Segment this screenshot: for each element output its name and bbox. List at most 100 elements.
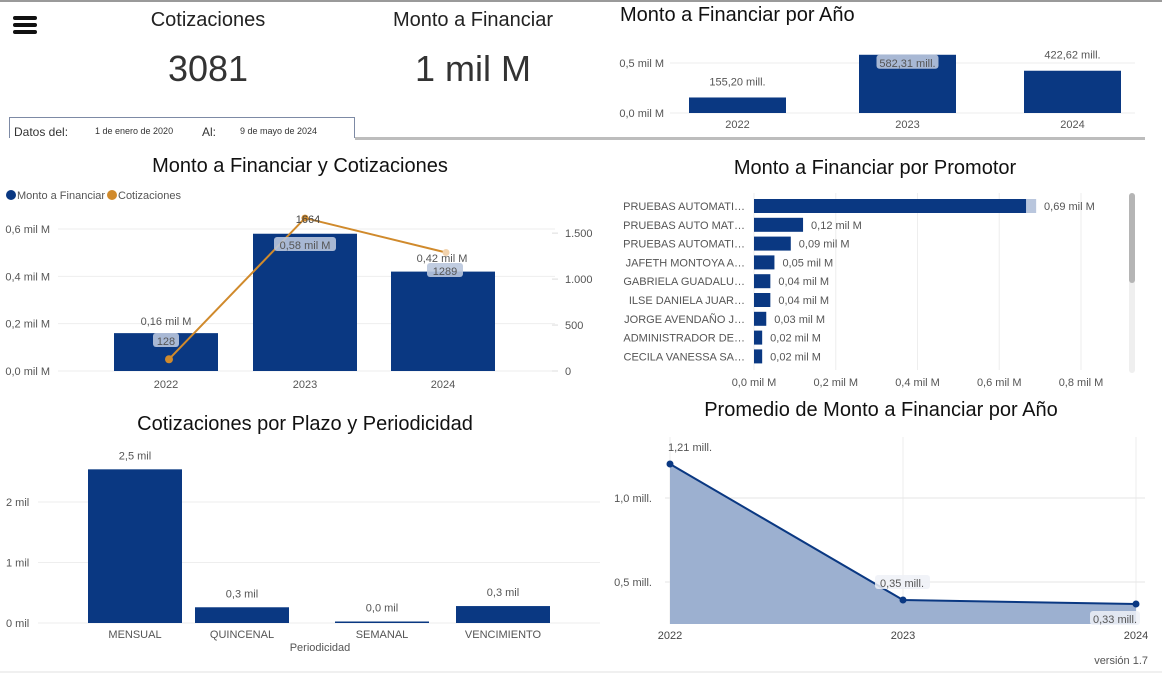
bar-highlight xyxy=(1026,199,1037,213)
line-point xyxy=(165,355,173,364)
bar xyxy=(754,236,791,251)
y-tick-label-left: 0,6 mil M xyxy=(5,224,50,236)
data-label: 422,62 mill. xyxy=(1044,50,1100,62)
bar xyxy=(253,233,357,371)
bar xyxy=(391,271,495,371)
bar-data-label: 0,42 mil M xyxy=(417,253,468,265)
line-point xyxy=(442,249,450,257)
chart-monto-por-promotor: 0,0 mil M 0,2 mil M 0,4 mil M 0,6 mil M 0,8 … xyxy=(623,193,1135,389)
data-label: 0,04 mil M xyxy=(778,295,829,307)
legend-marker-cotizaciones xyxy=(107,190,117,200)
data-label-bg xyxy=(875,575,930,589)
chart-title-monto-por-anio: Monto a Financiar por Año xyxy=(620,4,855,26)
data-label: 0,12 mil M xyxy=(811,220,862,232)
bottom-border xyxy=(0,671,1162,673)
data-label: 155,20 mill. xyxy=(709,76,765,88)
data-label-bg xyxy=(876,54,939,69)
bar xyxy=(1024,70,1121,113)
header-separator xyxy=(355,137,1145,140)
x-tick-label: 2024 xyxy=(1124,630,1148,642)
x-tick-label: 2022 xyxy=(154,379,178,391)
data-label-bg xyxy=(1090,611,1140,625)
kpi-cotizaciones-value: 3081 xyxy=(167,48,249,89)
area-point xyxy=(899,596,907,604)
kpi-cotizaciones-title: Cotizaciones xyxy=(150,9,266,31)
chart-title-promedio-por-anio: Promedio de Monto a Financiar por Año xyxy=(704,399,1058,421)
data-label: 0,02 mil M xyxy=(770,333,821,345)
y-tick-label: 0,5 mill. xyxy=(614,577,652,589)
date-from-value[interactable]: 1 de enero de 2020 xyxy=(95,126,174,136)
bar xyxy=(335,621,429,623)
data-label: 0,04 mil M xyxy=(778,276,829,288)
category-label: PRUEBAS AUTOMATI… xyxy=(623,201,745,213)
chart-monto-y-cotizaciones: Monto a Financiar Cotizaciones 0,0 mil M 0,… xyxy=(5,190,593,391)
data-label: 0,35 mill. xyxy=(880,578,924,590)
bar xyxy=(754,255,775,270)
kpi-monto-value: 1 mil M xyxy=(415,48,531,89)
category-label: JAFETH MONTOYA A… xyxy=(626,257,745,269)
x-tick-label: 0,8 mil M xyxy=(1059,377,1104,389)
bar xyxy=(754,217,804,232)
hamburger-menu-icon[interactable] xyxy=(13,16,37,36)
line-data-label: 128 xyxy=(157,336,175,348)
data-label: 2,5 mil xyxy=(119,450,151,462)
legend-label-monto: Monto a Financiar xyxy=(17,190,105,202)
x-axis-title: Periodicidad xyxy=(290,642,351,654)
bar xyxy=(754,199,1037,213)
y-tick-label-right: 1.000 xyxy=(565,274,593,286)
date-to-value[interactable]: 9 de mayo de 2024 xyxy=(240,126,318,136)
bar xyxy=(195,607,289,623)
x-tick-label: 0,4 mil M xyxy=(895,377,940,389)
y-tick-label: 1 mil xyxy=(6,558,29,570)
legend-marker-monto xyxy=(6,190,16,200)
x-tick-label: 2022 xyxy=(725,119,749,131)
line-data-label: 1664 xyxy=(296,214,320,226)
y-tick-label: 0,0 mil M xyxy=(619,108,664,120)
x-tick-label: 2024 xyxy=(431,379,455,391)
data-label: 1,21 mill. xyxy=(668,442,712,454)
x-tick-label: 0,0 mil M xyxy=(732,377,777,389)
legend-label-cotizaciones: Cotizaciones xyxy=(118,190,181,202)
category-label: ADMINISTRADOR DE… xyxy=(623,333,745,345)
x-tick-label: 2023 xyxy=(895,119,919,131)
data-label: 0,0 mil xyxy=(366,603,398,615)
x-tick-label: 2024 xyxy=(1060,119,1084,131)
chart-title-monto-y-cotizaciones: Monto a Financiar y Cotizaciones xyxy=(152,155,448,177)
y-tick-label: 1,0 mill. xyxy=(614,493,652,505)
data-label: 0,05 mil M xyxy=(782,257,833,269)
data-label: 0,33 mill. xyxy=(1093,614,1137,626)
data-label: 0,03 mil M xyxy=(774,314,825,326)
kpi-monto-title: Monto a Financiar xyxy=(392,9,554,31)
scrollbar-thumb[interactable] xyxy=(1129,193,1135,283)
bar-data-label: 0,58 mil M xyxy=(280,240,331,252)
chart-title-monto-por-promotor: Monto a Financiar por Promotor xyxy=(733,157,1017,179)
x-tick-label: 2023 xyxy=(891,630,915,642)
x-tick-label: 0,2 mil M xyxy=(813,377,858,389)
chart-cotizaciones-por-plazo: 0 mil 1 mil 2 mil MENSUAL 2,5 mil QUINCENAL 0,… xyxy=(6,450,600,654)
chart-promedio-por-anio: 0,5 mill. 1,0 mill. 2022 2023 2024 1,21 mill.… xyxy=(614,437,1148,642)
area-point xyxy=(1132,600,1140,608)
data-label: 582,31 mill. xyxy=(879,58,935,70)
bar xyxy=(88,469,182,623)
x-tick-label: 2022 xyxy=(658,630,682,642)
y-tick-label: 0,5 mil M xyxy=(619,58,664,70)
y-tick-label-left: 0,0 mil M xyxy=(5,366,50,378)
category-label: ILSE DANIELA JUAR… xyxy=(629,295,745,307)
line-data-label-bg xyxy=(153,333,179,347)
y-tick-label: 0 mil xyxy=(6,618,29,630)
y-tick-label-right: 500 xyxy=(565,320,583,332)
chart-monto-por-anio: 0,0 mil M 0,5 mil M 2022 155,20 mill. 2023 58… xyxy=(619,50,1135,131)
bar xyxy=(754,274,771,289)
category-label: PRUEBAS AUTO MAT… xyxy=(623,220,745,232)
data-label: 0,69 mil M xyxy=(1044,201,1095,213)
bar xyxy=(689,97,786,113)
date-range-filter[interactable]: Datos del: 1 de enero de 2020 Al: 9 de m… xyxy=(9,117,355,139)
category-label: CECILA VANESSA SA… xyxy=(624,351,745,363)
data-label: 0,3 mil xyxy=(487,587,519,599)
y-tick-label-left: 0,4 mil M xyxy=(5,271,50,283)
version-label: versión 1.7 xyxy=(1094,655,1148,667)
bar-data-label-bg xyxy=(274,237,336,251)
data-label: 0,02 mil M xyxy=(770,351,821,363)
chart-title-cotizaciones-por-plazo: Cotizaciones por Plazo y Periodicidad xyxy=(137,413,473,435)
x-tick-label: 2023 xyxy=(293,379,317,391)
